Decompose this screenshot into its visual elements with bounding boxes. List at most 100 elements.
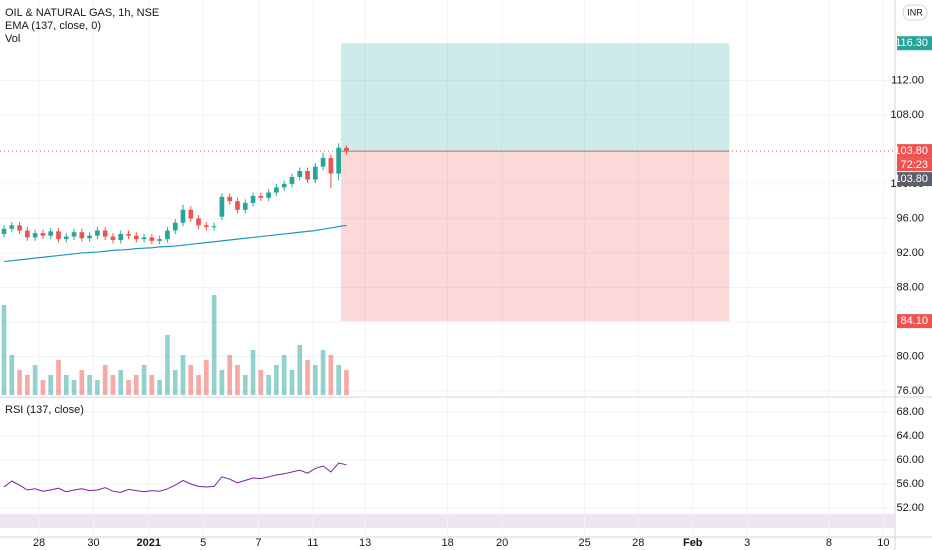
ema-line [3, 224, 347, 263]
y-tick-label: 92.00 [896, 247, 924, 259]
candle-body [32, 233, 38, 238]
candle-body [87, 235, 92, 239]
volume-bar [79, 370, 85, 395]
volume-bar [40, 380, 46, 395]
volume-bar [149, 375, 155, 395]
x-tick-label: 10 [877, 537, 889, 549]
y-tick-label: 56.00 [896, 478, 924, 490]
candle-body [242, 202, 248, 210]
candle-body [133, 235, 139, 240]
candle-body [180, 209, 186, 223]
volume-bar [274, 365, 279, 395]
target-label: 116.30 [895, 37, 928, 49]
volume-bar [56, 360, 61, 395]
candle-body [48, 231, 54, 236]
candle-body [219, 196, 225, 217]
volume-bar [141, 365, 147, 395]
volume-bar [297, 345, 303, 395]
volume-bar [9, 355, 15, 395]
candle-body [25, 230, 30, 238]
x-tick-label: 30 [87, 537, 99, 549]
entry-label-badge [897, 144, 932, 159]
candle-body [71, 232, 77, 237]
rsi-line [3, 462, 347, 493]
currency-badge[interactable] [902, 4, 928, 21]
volume-bar [227, 355, 233, 395]
volume-bar [242, 375, 248, 395]
candle-body [204, 225, 209, 228]
candle-body [56, 231, 61, 240]
volume-bar [102, 365, 108, 395]
last-badge [897, 172, 932, 187]
candle-body [328, 158, 334, 174]
candle-body [95, 230, 100, 236]
candle-body [9, 225, 15, 229]
candle-body [102, 230, 108, 237]
candle-body [235, 201, 240, 210]
x-tick-label: 25 [578, 537, 590, 549]
y-tick-label: 68.00 [896, 406, 924, 418]
candle-body [227, 196, 233, 202]
x-tick-label: 5 [200, 537, 206, 549]
stop-label: 84.10 [900, 315, 928, 327]
candle-body [188, 209, 194, 219]
x-tick-label: 8 [826, 537, 832, 549]
volume-label: Vol [5, 33, 20, 45]
candle-body [297, 170, 303, 178]
candle-body [266, 192, 271, 198]
x-tick-label: 28 [632, 537, 644, 549]
candle-body [196, 218, 201, 226]
volume-bar [32, 365, 38, 395]
volume-bar [165, 335, 170, 395]
candle-body [344, 147, 349, 152]
rsi-label: RSI (137, close) [5, 404, 84, 416]
volume-bar [281, 355, 287, 395]
volume-bar [172, 370, 178, 395]
volume-bar [48, 375, 54, 395]
volume-bar [320, 350, 326, 395]
y-tick-label: 52.00 [896, 502, 924, 514]
y-tick-label: 60.00 [896, 454, 924, 466]
x-tick-label: 3 [744, 537, 750, 549]
volume-bar [63, 375, 69, 395]
chart-title: OIL & NATURAL GAS, 1h, NSE [5, 7, 159, 19]
candle-body [281, 183, 287, 188]
volume-bar [235, 365, 240, 395]
y-tick-label: 112.00 [891, 74, 924, 86]
volume-bar [118, 370, 124, 395]
x-tick-label: 13 [359, 537, 371, 549]
last-label: 103.80 [894, 173, 928, 185]
candle-body [289, 177, 295, 184]
volume-bar [71, 380, 77, 395]
volume-bar [344, 370, 349, 395]
countdown: 72:23 [900, 159, 928, 171]
candle-body [320, 158, 326, 167]
volume-bar [258, 370, 264, 395]
volume-bar [95, 380, 100, 395]
volume-bar [87, 375, 92, 395]
profit-zone [340, 43, 730, 152]
volume-bar [312, 365, 318, 395]
volume-bar [133, 375, 139, 395]
loss-zone [340, 151, 730, 322]
candle-body [336, 147, 341, 174]
volume-bar [110, 375, 116, 395]
candle-body [149, 237, 155, 241]
candle-body [63, 236, 69, 240]
candle-body [274, 187, 279, 193]
volume-bar [211, 295, 217, 395]
candle-body [305, 170, 310, 180]
volume-bar [157, 380, 162, 395]
y-tick-label: 64.00 [896, 430, 924, 442]
currency[interactable]: INR [907, 7, 923, 17]
volume-bar [328, 355, 334, 395]
x-tick-label: 7 [255, 537, 261, 549]
volume-bar [17, 370, 22, 395]
candle-body [312, 166, 318, 180]
y-tick-label: 76.00 [896, 385, 924, 397]
ema-label: EMA (137, close, 0) [5, 20, 101, 32]
candle-body [118, 233, 124, 241]
x-tick-label: 18 [441, 537, 453, 549]
